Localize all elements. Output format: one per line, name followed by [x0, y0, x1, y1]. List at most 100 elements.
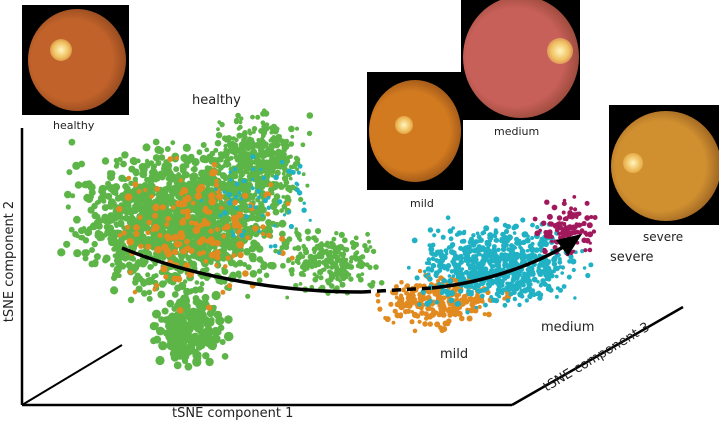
data-point-healthy [318, 242, 322, 247]
data-point-mild [167, 156, 174, 163]
data-point-medium [513, 223, 519, 230]
data-point-mild [405, 308, 412, 314]
data-point-mild [208, 228, 214, 234]
data-point-medium [538, 283, 543, 288]
data-point-healthy [294, 126, 300, 131]
data-point-healthy [275, 183, 280, 187]
data-point-medium [551, 256, 558, 262]
data-point-healthy [365, 231, 370, 237]
data-point-healthy [339, 245, 344, 250]
data-point-mild [145, 230, 151, 236]
data-point-healthy [318, 275, 324, 281]
data-point-mild [502, 296, 507, 301]
data-point-severe [532, 216, 538, 222]
data-point-healthy [208, 259, 214, 265]
data-point-healthy [255, 114, 261, 120]
data-point-medium [430, 256, 436, 262]
data-point-medium [414, 275, 420, 281]
data-point-medium [543, 273, 548, 278]
data-point-medium [530, 249, 535, 254]
data-point-healthy [302, 267, 308, 273]
data-point-healthy [139, 170, 148, 179]
data-point-healthy [151, 163, 157, 170]
image-caption-mild: mild [410, 197, 434, 210]
data-point-mild [214, 178, 219, 184]
data-point-healthy [257, 147, 263, 153]
data-point-healthy [89, 247, 95, 253]
data-point-mild [126, 175, 132, 181]
data-point-healthy [115, 249, 121, 255]
data-point-healthy [305, 235, 312, 242]
data-point-mild [427, 313, 433, 320]
data-point-mild [124, 193, 133, 201]
data-point-healthy [360, 261, 366, 267]
data-point-mild [143, 187, 148, 193]
data-point-healthy [91, 202, 98, 210]
data-point-healthy [298, 251, 303, 256]
data-point-medium [505, 286, 512, 293]
data-point-healthy [252, 130, 256, 134]
data-point-medium [423, 274, 428, 278]
data-point-medium [546, 262, 550, 266]
data-point-healthy [301, 172, 306, 177]
data-point-severe [583, 248, 588, 253]
data-point-healthy [360, 272, 365, 276]
data-point-medium [465, 310, 470, 315]
data-point-mild [225, 255, 231, 261]
data-point-medium [268, 244, 273, 249]
data-point-medium [522, 287, 529, 294]
data-point-healthy [373, 264, 379, 270]
data-point-healthy [234, 137, 239, 143]
data-point-healthy [296, 233, 302, 239]
data-point-mild [157, 232, 163, 239]
data-point-healthy [294, 258, 300, 264]
data-point-healthy [190, 252, 197, 259]
data-point-healthy [238, 186, 246, 193]
data-point-medium [474, 305, 479, 310]
data-point-medium [447, 274, 452, 278]
data-point-healthy [269, 262, 277, 270]
data-point-medium [458, 288, 464, 294]
data-point-mild [399, 280, 404, 285]
data-point-healthy [242, 130, 248, 136]
data-point-mild [441, 295, 447, 301]
data-point-mild [207, 209, 213, 215]
data-point-healthy [94, 231, 103, 240]
data-point-severe [563, 216, 569, 221]
data-point-healthy [305, 259, 312, 266]
data-point-medium [455, 275, 460, 280]
data-point-healthy [170, 199, 176, 206]
data-point-mild [231, 253, 237, 258]
data-point-mild [171, 248, 179, 256]
data-point-severe [572, 212, 578, 218]
data-point-medium [501, 246, 507, 252]
data-point-healthy [219, 185, 226, 192]
data-point-medium [503, 237, 509, 243]
data-point-severe [584, 215, 591, 221]
data-point-medium [505, 224, 511, 230]
data-point-healthy [255, 162, 260, 167]
data-point-medium [456, 262, 462, 268]
data-point-healthy [120, 160, 127, 168]
data-point-mild [422, 321, 428, 327]
data-point-medium [517, 241, 522, 246]
data-point-healthy [130, 256, 137, 262]
data-point-medium [476, 239, 481, 244]
data-point-healthy [191, 165, 198, 173]
data-point-healthy [288, 189, 293, 194]
data-point-healthy [344, 257, 349, 262]
data-point-mild [377, 306, 383, 312]
data-point-medium [506, 281, 512, 287]
data-point-mild [182, 196, 189, 203]
data-point-healthy [288, 267, 295, 274]
data-point-healthy [145, 272, 151, 278]
data-point-severe [546, 229, 552, 235]
data-point-medium [440, 234, 446, 240]
data-point-mild [279, 250, 286, 257]
data-point-medium [560, 265, 566, 270]
data-point-mild [454, 292, 460, 298]
data-point-healthy [155, 355, 165, 366]
data-point-healthy [180, 181, 187, 188]
data-point-healthy [274, 156, 281, 163]
data-point-healthy [316, 262, 322, 268]
